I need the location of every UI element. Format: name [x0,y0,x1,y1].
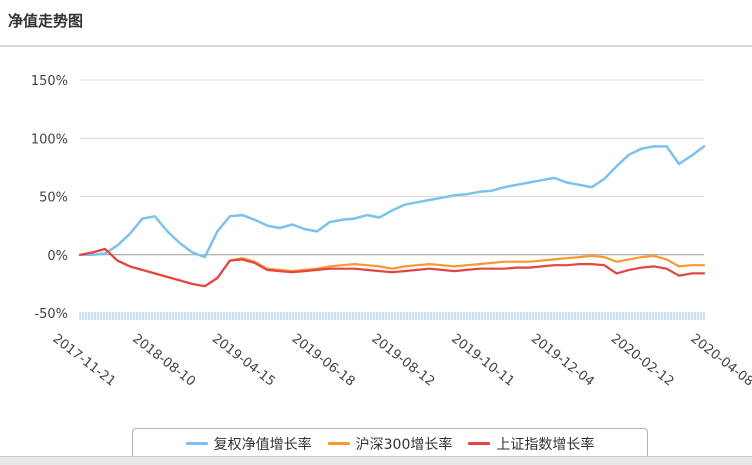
legend-item-hs300[interactable]: 沪深300增长率 [327,434,453,454]
legend-item-fund[interactable]: 复权净值增长率 [185,434,312,454]
y-tick-label: -50% [34,307,68,322]
chart-title: 净值走势图 [8,12,84,30]
x-tick-label: 2020-02-12 [608,331,677,389]
x-tick-label: 2019-06-18 [289,331,358,389]
x-tick-label: 2019-04-15 [209,331,278,389]
y-axis-labels: 150% 100% 50% 0% -50% [31,74,68,322]
legend-swatch-fund [185,442,208,445]
chart-header: 净值走势图 [0,0,752,48]
series-line-fund [78,145,706,259]
x-tick-label: 2019-08-12 [369,331,438,389]
x-tick-label: 2018-08-10 [129,331,198,389]
legend-item-sh[interactable]: 上证指数增长率 [468,434,594,454]
y-tick-label: 100% [31,132,68,147]
y-tick-label: 50% [39,191,68,206]
legend-label-hs300: 沪深300增长率 [355,436,453,453]
legend-label-fund: 复权净值增长率 [213,436,312,453]
x-tick-label: 2019-10-11 [448,331,517,389]
bottom-scrollbar[interactable] [0,456,752,465]
x-tick-label: 2017-11-21 [50,331,119,389]
chart-legend: 复权净值增长率 沪深300增长率 上证指数增长率 [132,428,648,458]
x-tick-label: 2020-04-08 [688,331,752,389]
x-axis-labels: 2017-11-21 2018-08-10 2019-04-15 2019-06-18… [50,331,752,389]
legend-swatch-sh [468,442,491,445]
y-tick-label: 0% [47,249,68,264]
series-lines [78,145,706,288]
legend-swatch-hs300 [327,442,350,445]
y-tick-label: 150% [31,74,68,89]
header-divider [0,45,752,47]
series-line-sh [78,247,706,288]
legend-label-sh: 上证指数增长率 [496,436,595,453]
x-tick-label: 2019-12-04 [528,331,597,389]
grid-lines [80,79,704,256]
nav-trend-chart: 150%100%50%0%-50% 2017-11-21 2018-08-10 20… [31,74,752,390]
x-axis [79,312,705,320]
